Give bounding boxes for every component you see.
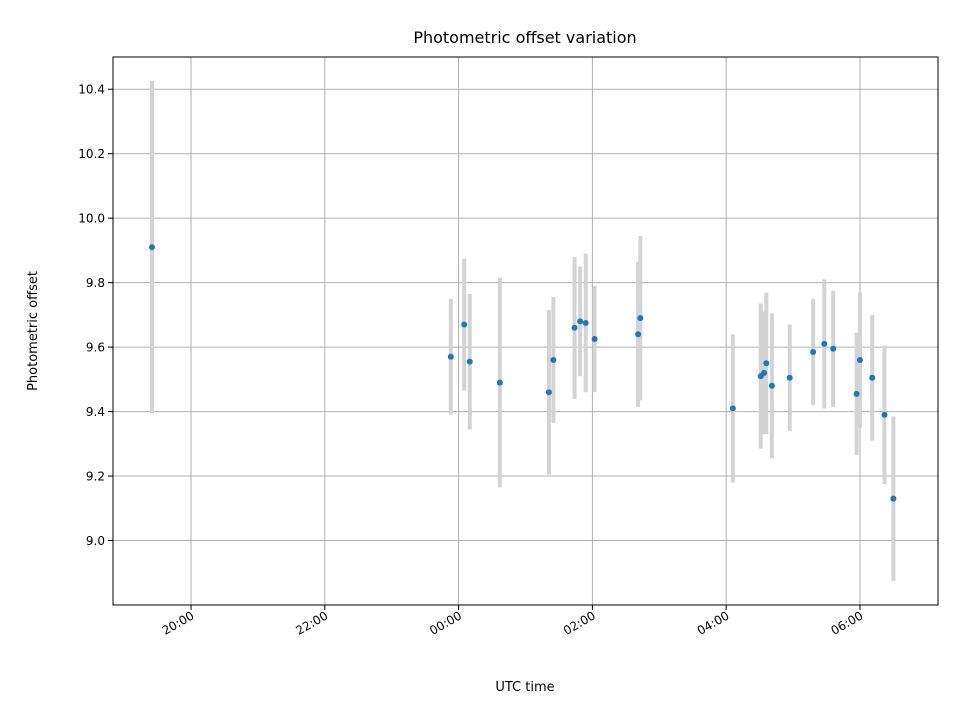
y-tick-label: 10.0 xyxy=(78,212,105,226)
x-axis-ticks: 20:00 22:00 00:00 02:00 04:00 06:00 xyxy=(160,605,866,638)
data-point xyxy=(786,374,793,381)
x-axis-label: UTC time xyxy=(495,680,554,695)
data-point xyxy=(763,360,770,367)
data-point xyxy=(466,358,473,365)
data-point xyxy=(577,318,584,325)
x-tick-label: 20:00 xyxy=(160,608,197,637)
data-point xyxy=(591,336,598,343)
data-point xyxy=(869,374,876,381)
x-tick-label: 02:00 xyxy=(561,608,598,637)
y-axis-label: Photometric offset xyxy=(26,271,41,391)
y-tick-label: 9.2 xyxy=(86,470,105,484)
x-tick-label: 04:00 xyxy=(695,608,732,637)
y-tick-label: 9.0 xyxy=(86,534,105,548)
x-tick-label: 06:00 xyxy=(829,608,866,637)
y-tick-label: 9.6 xyxy=(86,341,105,355)
data-point xyxy=(768,382,775,389)
data-point xyxy=(881,411,888,418)
data-point xyxy=(550,357,557,364)
data-point xyxy=(890,495,897,502)
data-point xyxy=(635,331,642,338)
x-tick-label: 00:00 xyxy=(427,608,464,637)
error-bars xyxy=(150,81,896,581)
data-point xyxy=(461,321,468,328)
data-point xyxy=(810,348,817,355)
data-points xyxy=(149,244,897,502)
y-tick-label: 9.4 xyxy=(86,405,105,419)
data-point xyxy=(761,369,768,376)
data-point xyxy=(496,379,503,386)
data-point xyxy=(821,340,828,347)
y-axis-ticks: 9.0 9.2 9.4 9.6 9.8 10.0 10.2 10.4 xyxy=(78,83,113,548)
chart-title: Photometric offset variation xyxy=(413,28,636,47)
data-point xyxy=(545,389,552,396)
data-point xyxy=(856,357,863,364)
data-point xyxy=(729,405,736,412)
data-point xyxy=(149,244,156,251)
y-tick-label: 10.4 xyxy=(78,83,105,97)
data-point xyxy=(571,324,578,331)
data-point xyxy=(830,345,837,352)
y-tick-label: 10.2 xyxy=(78,147,105,161)
x-tick-label: 22:00 xyxy=(293,608,330,637)
y-tick-label: 9.8 xyxy=(86,276,105,290)
data-point xyxy=(447,353,454,360)
plot-area-frame xyxy=(112,56,939,606)
data-point xyxy=(582,319,589,326)
data-point xyxy=(637,315,644,322)
data-point xyxy=(853,390,860,397)
